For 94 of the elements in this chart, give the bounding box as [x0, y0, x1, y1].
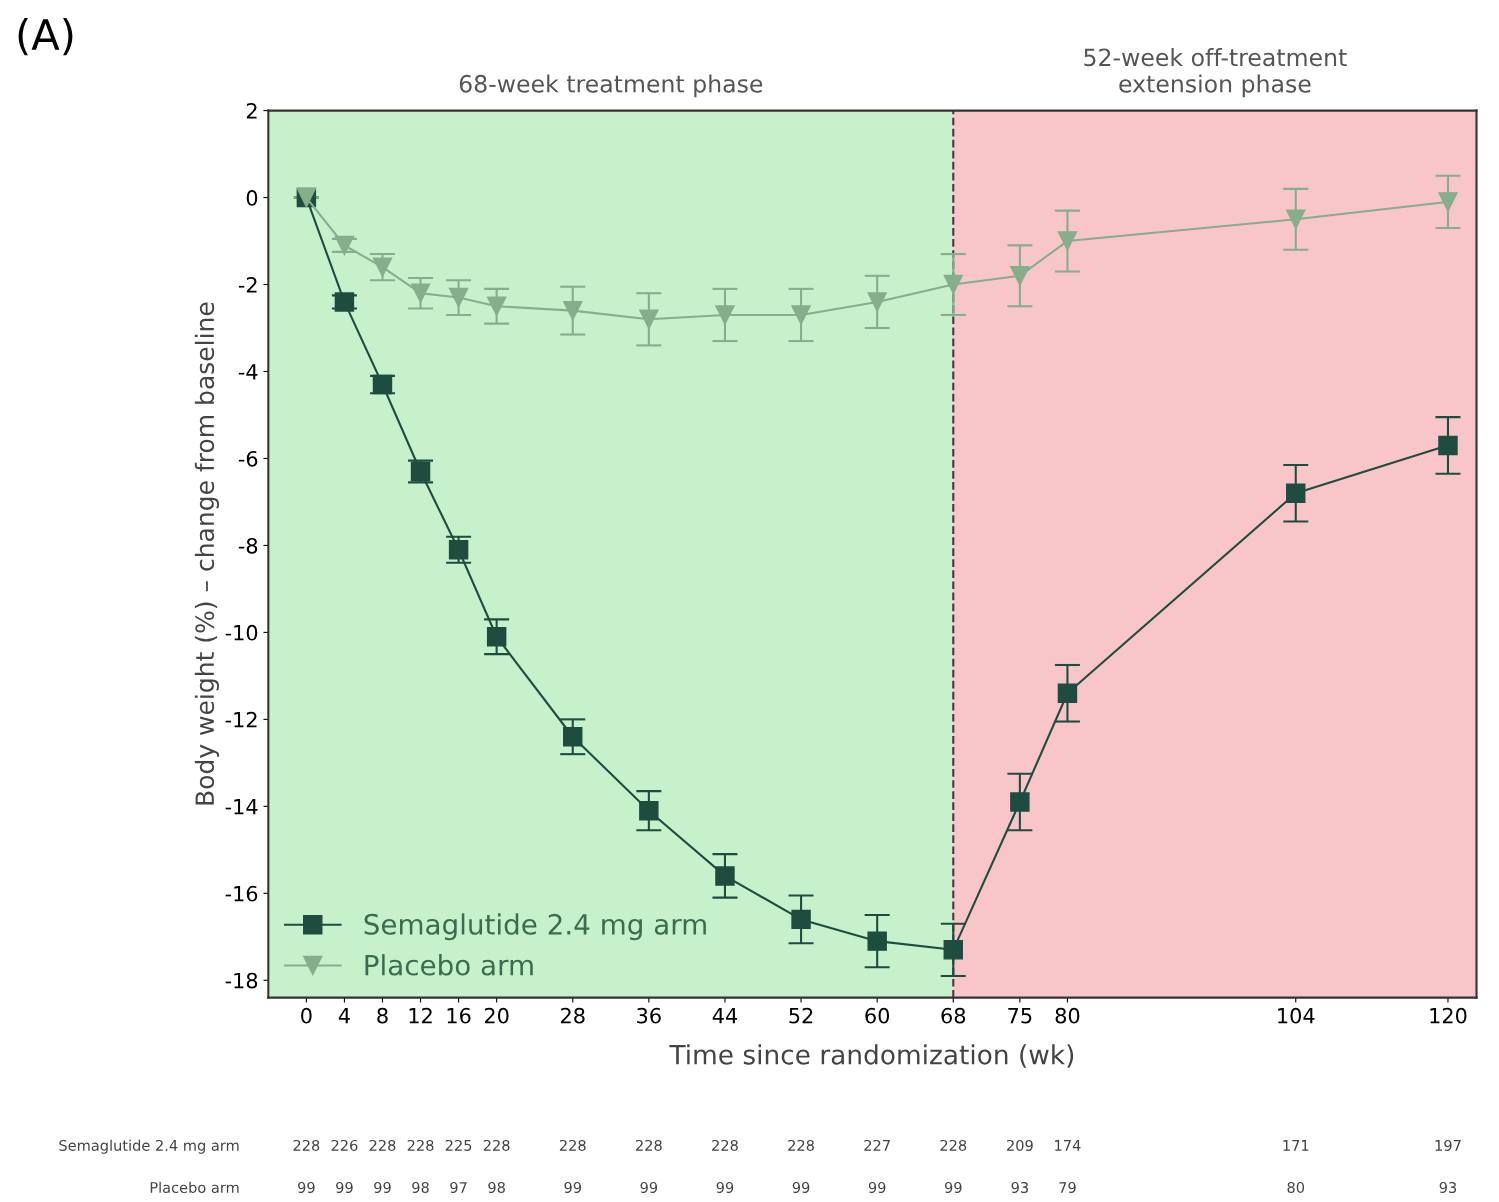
text: 99 [640, 1181, 658, 1194]
y-tick-label: -2 [238, 276, 257, 293]
point [486, 296, 507, 316]
x-tick-label: 28 [561, 1007, 585, 1024]
x-tick-label: 4 [338, 1008, 350, 1024]
text: 227 [864, 1139, 890, 1151]
text: 93 [1439, 1181, 1457, 1194]
text: 99 [944, 1181, 962, 1194]
x-tick-label: 8 [377, 1007, 388, 1024]
text: 93 [1011, 1181, 1028, 1194]
y-tick-label: -8 [238, 537, 258, 554]
point [639, 309, 659, 330]
text: 174 [1055, 1140, 1081, 1151]
x-tick-label: 120 [1430, 1007, 1467, 1024]
text: 80 [1287, 1181, 1305, 1194]
point [791, 305, 811, 325]
text: 171 [1283, 1140, 1309, 1151]
x-tick-label: 80 [1055, 1007, 1080, 1024]
point [867, 931, 887, 951]
text: 98 [412, 1181, 429, 1194]
text: 228 [369, 1139, 396, 1151]
text: 197 [1435, 1139, 1461, 1151]
x-tick-label: 12 [409, 1007, 432, 1024]
text: 99 [374, 1181, 391, 1194]
text: 99 [298, 1181, 315, 1194]
y-tick-label: 0 [246, 190, 258, 206]
x-tick-label: 75 [1008, 1008, 1032, 1024]
y-axis-title: Body weight (%) – change from baseline [194, 302, 220, 805]
x-tick-label: 60 [865, 1007, 890, 1024]
text: 228 [483, 1139, 510, 1151]
y-tick-label: -4 [238, 364, 258, 380]
band-label: 68-week treatment phase [459, 74, 763, 98]
y-tick-label: -18 [225, 972, 258, 989]
y-tick-label: -14 [225, 799, 258, 815]
text: Semaglutide 2.4 mg arm [59, 1139, 239, 1154]
point [372, 257, 393, 277]
x-axis-title: Time since randomization (wk) [669, 1044, 1074, 1068]
point [867, 292, 887, 312]
point [410, 283, 431, 303]
point [791, 909, 811, 930]
text: 99 [336, 1181, 353, 1194]
legend-label: Semaglutide 2.4 mg arm [364, 913, 706, 941]
point [1010, 266, 1030, 286]
text: 228 [712, 1139, 738, 1151]
point [448, 540, 469, 560]
text: 228 [636, 1139, 662, 1151]
point [1010, 792, 1030, 812]
point [1057, 683, 1078, 703]
text: 79 [1059, 1181, 1076, 1194]
x-tick-label: 36 [637, 1007, 661, 1024]
point [1286, 209, 1306, 230]
x-tick-label: 0 [301, 1007, 312, 1024]
point [1057, 231, 1078, 251]
text: 228 [559, 1139, 586, 1151]
point [1286, 483, 1306, 503]
text: 99 [868, 1181, 886, 1194]
text: 98 [488, 1181, 505, 1194]
text: 228 [940, 1139, 967, 1151]
x-tick-label: 20 [484, 1007, 509, 1024]
text: Placebo arm [150, 1181, 239, 1194]
point [1438, 192, 1458, 212]
point [943, 274, 964, 295]
point [448, 287, 469, 308]
text: 228 [293, 1139, 320, 1151]
x-tick-label: 44 [712, 1008, 738, 1024]
y-tick-label: -6 [238, 450, 258, 467]
text: 228 [407, 1139, 434, 1151]
point [563, 300, 583, 321]
text: 225 [445, 1139, 472, 1151]
text: 97 [450, 1181, 467, 1194]
text: 99 [792, 1181, 810, 1194]
point [943, 940, 964, 960]
y-tick-label: -16 [225, 885, 258, 902]
text: 209 [1007, 1139, 1033, 1151]
point [1438, 435, 1458, 456]
x-tick-label: 52 [789, 1007, 813, 1024]
text: 99 [564, 1181, 581, 1194]
x-tick-label: 16 [447, 1007, 471, 1024]
point [486, 627, 507, 647]
point [715, 866, 735, 886]
chart-title: (A) [18, 18, 73, 56]
x-tick-label: 104 [1278, 1007, 1315, 1024]
text: 228 [788, 1139, 814, 1151]
band-label: 52-week off-treatment extension phase [1084, 47, 1347, 98]
x-tick-label: 68 [941, 1007, 966, 1024]
point [715, 305, 735, 325]
y-tick-label: 2 [246, 103, 257, 119]
text: 226 [331, 1139, 358, 1151]
point [563, 727, 583, 747]
point [639, 800, 659, 821]
text: 99 [716, 1181, 734, 1194]
y-tick-label: -10 [225, 624, 258, 641]
legend-label: Placebo arm [365, 954, 533, 976]
y-tick-label: -12 [225, 711, 257, 728]
